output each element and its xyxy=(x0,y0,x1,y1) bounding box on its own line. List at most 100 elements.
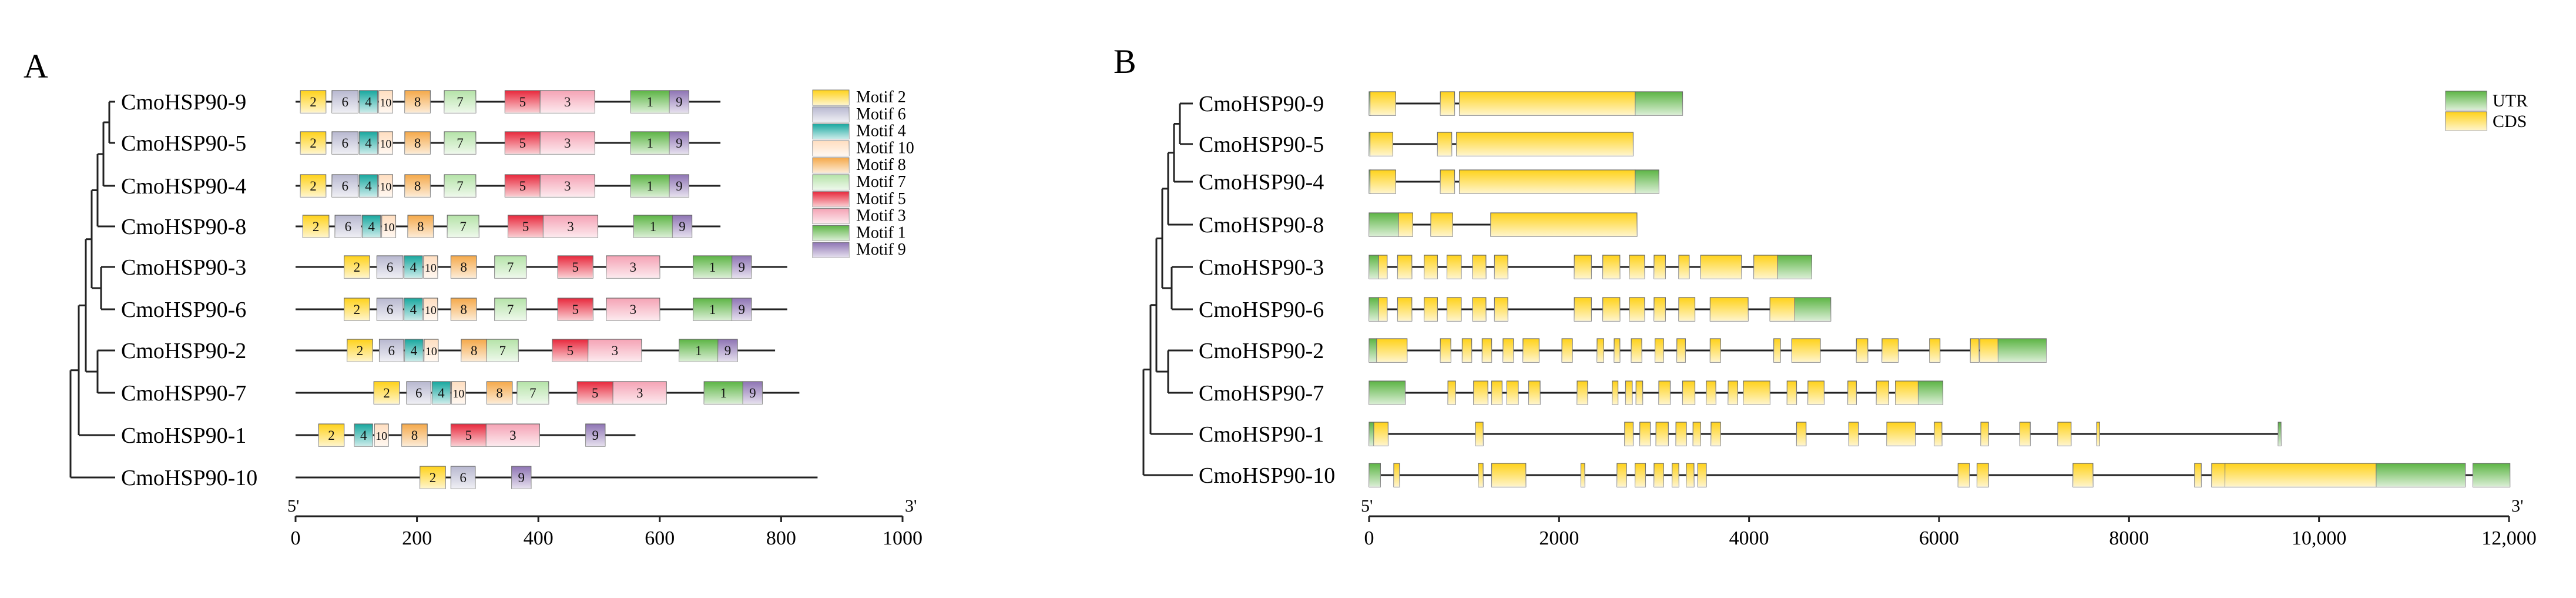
motif-label: 10 xyxy=(425,345,437,358)
motif-shade xyxy=(404,132,431,154)
motif-shade xyxy=(606,298,660,320)
motif-shade xyxy=(451,256,477,278)
motif-label: 9 xyxy=(592,428,599,443)
panel-b-letter: B xyxy=(1113,42,1136,81)
motif-label: 2 xyxy=(357,343,364,358)
motif-shade xyxy=(377,256,403,278)
motif-shade xyxy=(447,215,479,238)
motif-label: 9 xyxy=(676,136,683,151)
cds-shade xyxy=(1876,381,1889,405)
cds-shade xyxy=(1440,339,1451,362)
motif-shade xyxy=(630,132,670,154)
utr-shade xyxy=(2473,463,2510,487)
motif-shade xyxy=(732,298,752,320)
utr-shade xyxy=(1998,339,2047,362)
gene-labels-b: CmoHSP90-9 CmoHSP90-5 CmoHSP90-4 CmoHSP90-8… xyxy=(1199,92,1335,488)
cds-shade xyxy=(1656,422,1669,446)
cds-shade xyxy=(1374,422,1388,446)
cds-shade xyxy=(1424,255,1438,279)
gene-label: CmoHSP90-9 xyxy=(121,90,246,115)
motif-label: 3 xyxy=(630,260,637,275)
motif-shade xyxy=(717,339,738,362)
motif-label: 7 xyxy=(529,386,536,400)
cds-shade xyxy=(1934,422,1942,446)
cds-shade xyxy=(1473,255,1486,279)
motif-label: 6 xyxy=(388,343,395,358)
motif-label: 3 xyxy=(564,95,571,109)
cds-shade xyxy=(1629,298,1645,321)
cds-shade xyxy=(2058,422,2071,446)
motif-shade xyxy=(693,298,732,320)
panel-a: A CmoHSP90-9CmoHSP90-5CmoHSP90-4CmoHSP90… xyxy=(24,47,923,549)
utr-shade xyxy=(1369,381,1406,405)
motif-label: 3 xyxy=(509,428,516,443)
motif-label: 8 xyxy=(417,219,424,234)
cds-shade xyxy=(2097,422,2100,446)
motif-shade xyxy=(540,132,595,154)
utr-shade xyxy=(1369,213,1399,236)
cds-shade xyxy=(1370,170,1396,193)
motif-label: 7 xyxy=(457,136,464,151)
motif-shade xyxy=(378,132,393,154)
motif-label: 2 xyxy=(310,179,317,193)
motif-label: 5 xyxy=(572,260,579,275)
panel-a-letter: A xyxy=(24,47,48,85)
axis-tick-label: 400 xyxy=(524,527,554,549)
legend-label: CDS xyxy=(2493,112,2527,131)
motif-shade xyxy=(511,466,531,489)
motif-label: 2 xyxy=(310,95,317,109)
motif-label: 9 xyxy=(679,219,686,234)
gene-label: CmoHSP90-10 xyxy=(1199,463,1335,488)
motif-shade xyxy=(486,424,540,446)
cds-shade xyxy=(1624,422,1634,446)
cds-shade xyxy=(1655,339,1664,362)
motif-label: 9 xyxy=(739,260,746,275)
legend-label: UTR xyxy=(2493,91,2528,111)
motif-shade xyxy=(508,215,544,238)
utr-shade xyxy=(1369,339,1377,362)
cds-shade xyxy=(1753,255,1778,279)
utr-shade xyxy=(1369,463,1381,487)
motif-shade xyxy=(732,256,752,278)
motif-shade xyxy=(423,256,438,278)
motif-label: 9 xyxy=(749,386,756,400)
motif-shade xyxy=(344,298,370,320)
motif-shade xyxy=(303,215,329,238)
cds-shade xyxy=(1440,92,1455,115)
motif-shade xyxy=(558,256,593,278)
legend-label: Motif 10 xyxy=(856,139,914,157)
cds-shade xyxy=(1679,255,1689,279)
legend-label: Motif 7 xyxy=(856,173,906,191)
utr-shade xyxy=(1369,422,1374,446)
motif-shade xyxy=(505,91,541,113)
cds-shade xyxy=(1686,463,1694,487)
cds-shade xyxy=(1654,255,1666,279)
cds-shade xyxy=(1929,339,1940,362)
motif-label: 1 xyxy=(720,386,727,400)
cds-shade xyxy=(1394,463,1400,487)
cds-shade xyxy=(1562,339,1572,362)
motif-label: 3 xyxy=(630,302,637,317)
motif-shade xyxy=(505,175,541,197)
cds-shade xyxy=(1478,463,1483,487)
gene-label: CmoHSP90-7 xyxy=(1199,381,1324,406)
phylogenetic-tree-b xyxy=(1142,102,1193,476)
cds-shade xyxy=(2211,463,2225,487)
axis-tick-label: 2000 xyxy=(1539,527,1579,549)
motif-shade xyxy=(487,382,512,404)
gene-label: CmoHSP90-10 xyxy=(121,466,257,490)
motif-shade xyxy=(344,256,370,278)
motif-label: 4 xyxy=(365,179,372,193)
motif-label: 3 xyxy=(564,179,571,193)
motif-shade xyxy=(331,175,358,197)
motif-label: 6 xyxy=(415,386,422,400)
axis-tick-label: 0 xyxy=(291,527,301,549)
cds-shade xyxy=(1639,422,1651,446)
axis-start-label: 5' xyxy=(287,496,299,516)
motif-rows: 2 6 4 10 8 7 5 3 1 9 2 6 4 10 8 7 5 3 1 9 2 6 4 10 8 7 5 3 1 9 2 6 4 10 8 7… xyxy=(296,90,818,489)
motif-shade xyxy=(362,215,381,238)
cds-shade xyxy=(1887,422,1916,446)
cds-shade xyxy=(2225,463,2376,487)
motif-label: 10 xyxy=(383,221,395,234)
utr-shade xyxy=(1635,170,1659,193)
